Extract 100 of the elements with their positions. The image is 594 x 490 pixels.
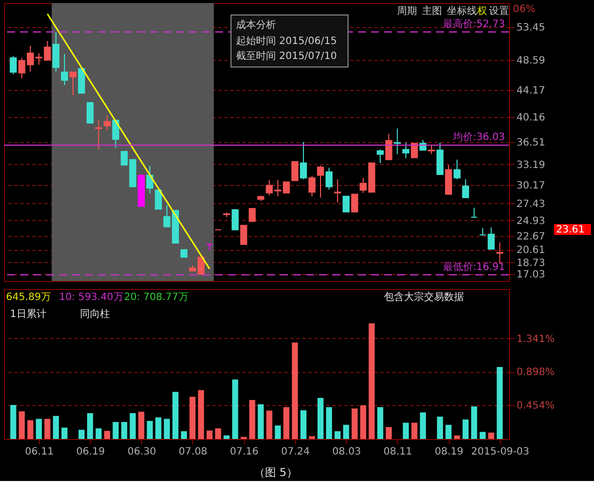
bar <box>198 390 204 439</box>
bar <box>36 418 42 439</box>
candlestick <box>488 226 495 250</box>
bar <box>436 416 443 439</box>
candlestick <box>95 119 102 150</box>
ref-line-label: 均价:36.03 <box>452 131 505 144</box>
bar <box>292 342 298 439</box>
bar <box>283 407 290 439</box>
y-tick-label: 30.17 <box>516 180 546 192</box>
bar <box>104 430 110 439</box>
bar <box>266 410 272 439</box>
annotation: 645.89万 <box>6 292 51 303</box>
candlestick <box>308 175 316 197</box>
x-tick-label: 07.16 <box>230 446 259 458</box>
y-tick-label: 27.43 <box>516 199 546 210</box>
y-tick-label: 40.16 <box>516 112 546 124</box>
candlestick <box>394 128 401 155</box>
y-tick-label: 36.51 <box>516 137 546 148</box>
candlestick <box>146 165 154 194</box>
candlestick <box>52 31 60 72</box>
y-tick-label: 48.59 <box>516 56 546 67</box>
bar <box>215 428 222 439</box>
y-tick-label: 44.17 <box>516 85 546 96</box>
bar <box>52 416 59 439</box>
bar <box>258 404 264 439</box>
bar <box>61 428 68 439</box>
annotation: 权 <box>476 5 487 17</box>
bar <box>78 430 85 439</box>
candlestick <box>104 115 111 131</box>
candlestick <box>428 144 435 155</box>
candlestick <box>86 102 94 124</box>
text: 23.61 <box>556 224 585 236</box>
candlestick <box>410 142 418 158</box>
y-tick-label: 1.341% <box>516 334 555 345</box>
bar <box>164 418 170 439</box>
bar <box>300 410 306 439</box>
bar <box>488 432 494 439</box>
annotation: 截至时间 2015/07/10 <box>236 50 337 62</box>
annotation: 20: 708.77万 <box>124 292 188 303</box>
annotation: 周期 <box>397 5 417 17</box>
y-tick-label: 20.61 <box>516 245 546 256</box>
bar <box>18 411 25 439</box>
candlestick <box>326 167 333 190</box>
y-tick-label: 33.19 <box>516 160 546 171</box>
candlestick <box>154 190 162 210</box>
x-tick-label: 07.08 <box>178 446 208 458</box>
bar <box>446 424 452 439</box>
candlestick <box>291 161 298 182</box>
bar <box>480 432 486 439</box>
candlestick <box>402 142 410 159</box>
candlestick <box>462 178 470 198</box>
bar <box>206 430 213 439</box>
annotation: 设置 <box>489 5 509 17</box>
bar <box>180 431 187 439</box>
bar <box>308 436 315 439</box>
candlestick <box>60 53 68 86</box>
candlestick <box>470 207 478 218</box>
annotation: 坐标线 <box>447 5 477 17</box>
bar <box>249 400 256 439</box>
bar <box>343 424 350 439</box>
bar <box>138 412 144 439</box>
candlestick <box>10 55 17 75</box>
candlestick <box>342 196 350 212</box>
candlestick <box>479 228 486 236</box>
bar <box>10 404 16 439</box>
y-tick-label: 17.03 <box>516 270 546 281</box>
x-tick-label: 06.11 <box>25 446 54 458</box>
text: 06% <box>513 4 536 15</box>
annotation: 起始时间 2015/06/15 <box>236 35 337 47</box>
ref-line-label: 最高价:52.73 <box>443 18 505 30</box>
candlestick <box>112 119 120 149</box>
y-tick-label: 22.67 <box>516 231 546 242</box>
candlestick <box>351 194 358 212</box>
x-tick-label: 06.19 <box>76 446 105 458</box>
candlestick <box>240 224 248 245</box>
candlestick <box>317 165 324 198</box>
candlestick <box>385 133 392 160</box>
x-tick-label: 08.03 <box>332 446 361 458</box>
x-tick-label: 08.11 <box>384 446 412 458</box>
bar <box>334 431 341 439</box>
bar <box>454 435 460 439</box>
annotation: 1日累计 <box>10 308 46 320</box>
candlestick <box>454 159 461 180</box>
annotation: 主图 <box>422 5 442 17</box>
bar <box>27 420 34 439</box>
candlestick <box>232 208 239 231</box>
bar <box>352 408 358 439</box>
annotation: 成本分析 <box>236 19 276 31</box>
text: （图 5） <box>254 466 298 479</box>
annotation: 包含大宗交易数据 <box>384 291 464 303</box>
candlestick <box>120 150 128 166</box>
x-tick-label: 08.19 <box>434 446 464 458</box>
x-tick-label: 07.24 <box>281 446 310 458</box>
bar <box>386 427 392 439</box>
bar <box>420 412 426 439</box>
annotation: 10: 593.40万 <box>59 292 124 303</box>
annotation: 同向柱 <box>80 308 110 320</box>
bar <box>224 435 230 439</box>
x-tick-label: 2015-09-03 <box>471 446 530 458</box>
candlestick <box>300 142 307 180</box>
